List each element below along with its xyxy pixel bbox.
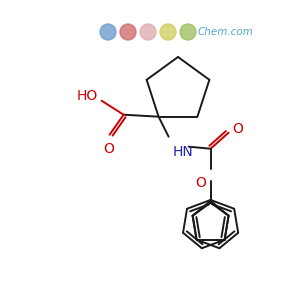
Circle shape [140,24,156,40]
Text: O: O [232,122,244,136]
Circle shape [100,24,116,40]
Circle shape [160,24,176,40]
Text: O: O [103,142,114,156]
Circle shape [180,24,196,40]
Text: HN: HN [172,145,194,159]
Text: HO: HO [77,89,98,103]
Text: O: O [195,176,206,190]
Circle shape [120,24,136,40]
Text: Chem.com: Chem.com [198,27,254,37]
